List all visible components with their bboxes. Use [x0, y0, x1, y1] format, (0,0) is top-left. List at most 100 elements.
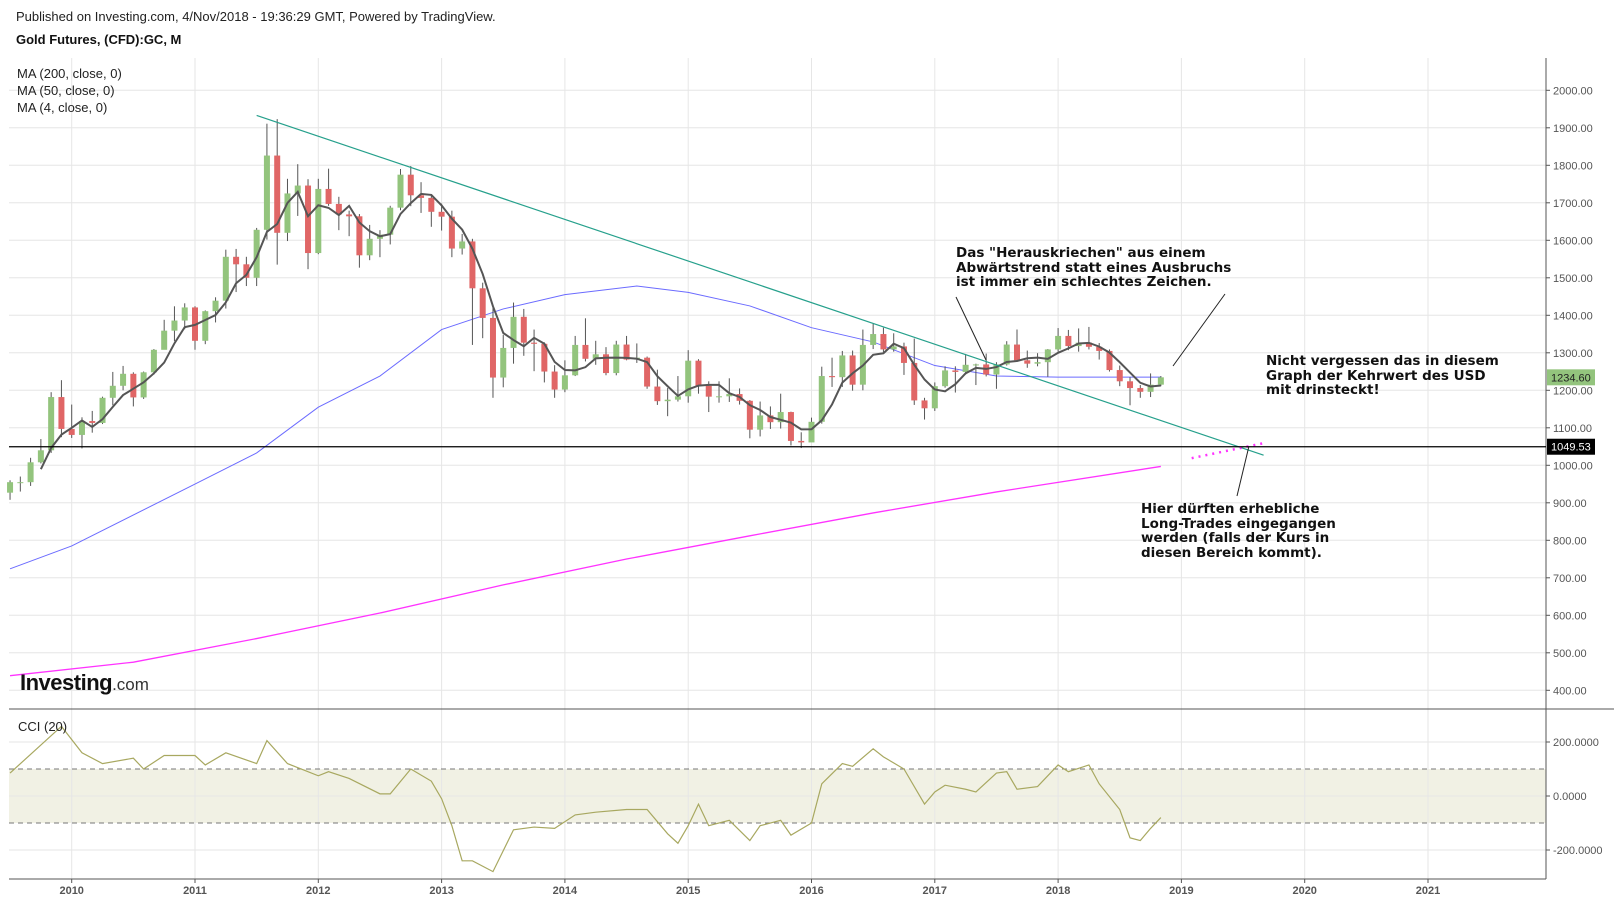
candle [500, 334, 507, 388]
ma4-line [39, 190, 1161, 470]
candle [561, 360, 568, 393]
candle-body [1147, 384, 1154, 392]
candle [839, 350, 846, 387]
candle-body [551, 371, 558, 390]
candle [623, 335, 630, 361]
candle-body [1024, 360, 1031, 364]
candle [1157, 376, 1164, 387]
candle [37, 439, 44, 464]
candle-body [664, 399, 671, 402]
candle [1014, 329, 1020, 362]
candle [407, 166, 414, 207]
y-tick-label: 1800.00 [1553, 160, 1593, 172]
x-tick-label: 2010 [59, 885, 83, 897]
candle-body [674, 396, 681, 400]
cci-legend[interactable]: CCI (20) [18, 719, 68, 734]
candle [674, 376, 681, 402]
candle-body [120, 373, 127, 386]
x-tick-label: 2017 [923, 885, 947, 897]
legend-ma200[interactable]: MA (200, close, 0) [17, 66, 122, 81]
last-price-label: 1234.60 [1551, 372, 1591, 384]
annotation-right[interactable]: Nicht vergessen das in diesem Graph der … [1266, 353, 1499, 398]
annotation-top[interactable]: Das "Herauskriechen" aus einem Abwärtstr… [956, 245, 1232, 290]
candle [870, 323, 877, 350]
x-tick-label: 2015 [676, 885, 700, 897]
candle-body [695, 360, 702, 386]
x-tick-label: 2011 [183, 885, 207, 897]
cci-tick-label: 200.0000 [1553, 737, 1599, 749]
investing-logo: Investing.com [20, 670, 149, 695]
candle [459, 233, 466, 255]
candle-body [746, 400, 753, 430]
candle [68, 404, 75, 438]
candle-body [921, 400, 928, 409]
candle-body [150, 349, 157, 373]
candle-body [130, 373, 137, 398]
candle-body [438, 211, 445, 217]
candle-body [818, 376, 825, 422]
annotation-arrow [1236, 445, 1250, 497]
candle-body [541, 343, 548, 372]
candle-body [787, 412, 794, 441]
candle [109, 371, 116, 406]
candle-body [78, 421, 85, 435]
y-tick-label: 1900.00 [1553, 123, 1593, 135]
candle-body [397, 174, 404, 208]
y-tick-label: 1200.00 [1553, 385, 1593, 397]
candle [520, 308, 527, 356]
candle-body [603, 354, 609, 374]
candle-body [17, 482, 24, 484]
candle-body [993, 364, 1000, 375]
candle-body [880, 334, 887, 350]
candle [305, 179, 312, 270]
candle-body [459, 241, 466, 249]
y-tick-label: 400.00 [1553, 685, 1587, 697]
candle [1075, 328, 1082, 352]
candle [140, 371, 147, 399]
candle [952, 366, 959, 393]
candle [746, 400, 753, 439]
candle-body [777, 412, 784, 423]
candle-body [644, 357, 651, 387]
candle [582, 318, 589, 362]
candle-body [140, 372, 147, 398]
candle-body [202, 311, 209, 341]
x-tick-label: 2013 [429, 885, 453, 897]
candle [27, 457, 34, 486]
candle [7, 480, 14, 500]
legend-ma50[interactable]: MA (50, close, 0) [17, 83, 115, 98]
candle-body [582, 344, 589, 359]
candle-body [942, 370, 949, 387]
candle [541, 342, 548, 383]
candle [1085, 326, 1092, 350]
candle-body [243, 264, 250, 278]
candle-body [510, 316, 517, 348]
candle [274, 119, 281, 265]
candle-body [911, 362, 918, 401]
annotation-bottom[interactable]: Hier dürften erhebliche Long-Trades eing… [1141, 501, 1336, 561]
candle-body [68, 428, 75, 435]
candle [284, 178, 291, 242]
support-price-label: 1049.53 [1551, 442, 1591, 454]
candle-body [931, 386, 938, 409]
legend-ma4[interactable]: MA (4, close, 0) [17, 100, 108, 115]
candle-body [489, 317, 496, 378]
published-note: Published on Investing.com, 4/Nov/2018 -… [16, 9, 496, 24]
candle [335, 196, 342, 231]
candle [438, 203, 445, 231]
candle-body [315, 188, 322, 254]
candle [551, 365, 558, 398]
candle [787, 411, 794, 446]
candle [1065, 329, 1072, 351]
candle [294, 164, 301, 216]
candle [202, 310, 209, 345]
x-tick-label: 2020 [1292, 885, 1316, 897]
x-tick-label: 2019 [1169, 885, 1193, 897]
cci-tick-label: 0.0000 [1553, 791, 1587, 803]
candle-body [325, 188, 332, 204]
candle-body [294, 185, 301, 194]
candle-body [654, 386, 661, 402]
candle-body [171, 320, 178, 331]
candle [972, 363, 979, 386]
